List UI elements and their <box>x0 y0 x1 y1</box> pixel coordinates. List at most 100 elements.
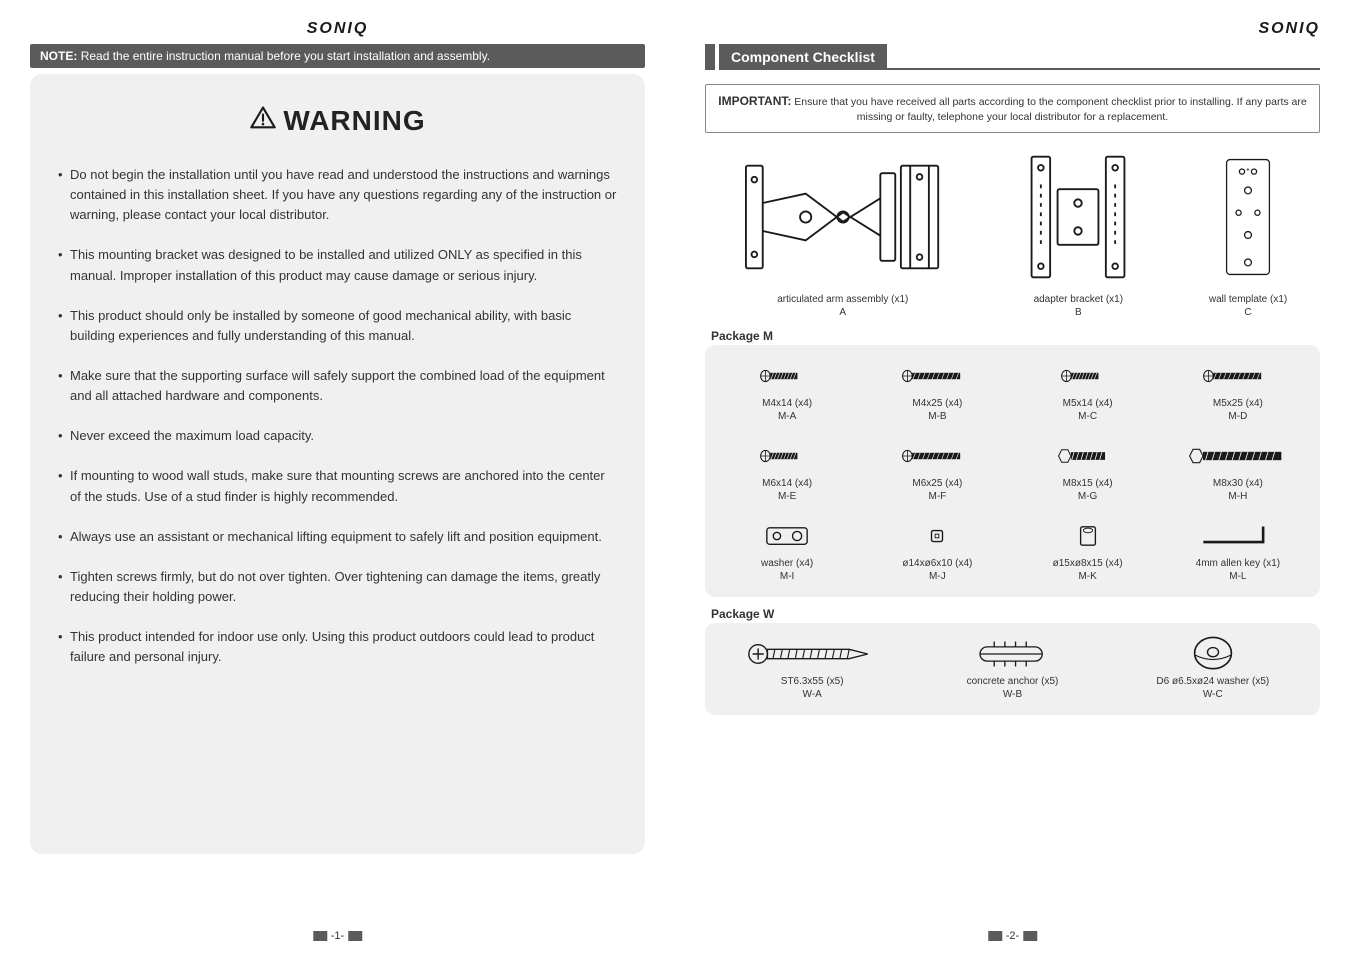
package-item: M8x30 (x4)M-H <box>1166 441 1310 503</box>
package-item-label: M6x25 (x4) <box>865 477 1009 490</box>
package-item-label: D6 ø6.5xø24 washer (x5) <box>1116 675 1310 688</box>
warning-panel: WARNING Do not begin the installation un… <box>30 74 645 854</box>
page-number-text: -2- <box>1006 930 1019 942</box>
important-box: IMPORTANT: Ensure that you have received… <box>705 84 1320 133</box>
screw-short-icon <box>715 361 859 391</box>
package-item: M8x15 (x4)M-G <box>1016 441 1160 503</box>
important-text: Ensure that you have received all parts … <box>794 96 1306 123</box>
package-item-label: ø15xø8x15 (x4) <box>1016 557 1160 570</box>
component-bracket: adapter bracket (x1) B <box>1013 147 1143 319</box>
warning-item: This product should only be installed by… <box>58 306 617 346</box>
package-item-label: ø14xø6x10 (x4) <box>865 557 1009 570</box>
package-item-code: M-A <box>715 410 859 423</box>
package-item-code: M-K <box>1016 570 1160 583</box>
package-item: M6x14 (x4)M-E <box>715 441 859 503</box>
component-label: adapter bracket (x1) <box>1013 293 1143 306</box>
note-text: Read the entire instruction manual befor… <box>81 49 490 63</box>
package-item-label: M5x25 (x4) <box>1166 397 1310 410</box>
warning-item: Never exceed the maximum load capacity. <box>58 426 617 446</box>
warning-item: This product intended for indoor use onl… <box>58 627 617 667</box>
package-item: 4mm allen key (x1)M-L <box>1166 521 1310 583</box>
adapter-bracket-icon <box>1013 147 1143 287</box>
spacer-large-icon <box>1016 521 1160 551</box>
wall-template-icon <box>1209 147 1287 287</box>
package-item-code: M-I <box>715 570 859 583</box>
screw-short-icon <box>715 441 859 471</box>
component-template: wall template (x1) C <box>1209 147 1287 319</box>
package-item-code: M-H <box>1166 490 1310 503</box>
package-item-code: M-F <box>865 490 1009 503</box>
package-item-label: M4x14 (x4) <box>715 397 859 410</box>
note-label: NOTE: <box>40 49 77 63</box>
section-title: Component Checklist <box>719 44 887 70</box>
brand-logo-right: SONIQ <box>705 20 1320 38</box>
package-item: M6x25 (x4)M-F <box>865 441 1009 503</box>
package-w-title: Package W <box>711 607 1320 621</box>
warning-item: Do not begin the installation until you … <box>58 165 617 225</box>
warning-list: Do not begin the installation until you … <box>58 165 617 667</box>
package-item-code: W-C <box>1116 688 1310 701</box>
arm-assembly-icon <box>738 147 948 287</box>
package-item-code: W-A <box>715 688 909 701</box>
page-number-1: -1- <box>313 930 362 942</box>
screw-med-icon <box>865 361 1009 391</box>
screw-hex-short-icon <box>1016 441 1160 471</box>
package-item: washer (x4)M-I <box>715 521 859 583</box>
package-item-label: M8x30 (x4) <box>1166 477 1310 490</box>
component-code: B <box>1013 306 1143 319</box>
note-bar: NOTE: Read the entire instruction manual… <box>30 44 645 68</box>
page-1: SONIQ NOTE: Read the entire instruction … <box>0 0 675 954</box>
package-item-label: washer (x4) <box>715 557 859 570</box>
warning-item: If mounting to wood wall studs, make sur… <box>58 466 617 506</box>
package-item: concrete anchor (x5)W-B <box>915 639 1109 701</box>
component-arm: articulated arm assembly (x1) A <box>738 147 948 319</box>
package-item-label: concrete anchor (x5) <box>915 675 1109 688</box>
warning-item: Tighten screws firmly, but do not over t… <box>58 567 617 607</box>
screw-short-icon <box>1016 361 1160 391</box>
package-item-code: M-J <box>865 570 1009 583</box>
round-washer-icon <box>1116 639 1310 669</box>
washer-rect-icon <box>715 521 859 551</box>
package-w-panel: ST6.3x55 (x5)W-Aconcrete anchor (x5)W-B D… <box>705 623 1320 715</box>
package-w-grid: ST6.3x55 (x5)W-Aconcrete anchor (x5)W-B D… <box>715 639 1310 701</box>
package-item: ST6.3x55 (x5)W-A <box>715 639 909 701</box>
component-code: A <box>738 306 948 319</box>
package-item: M4x14 (x4)M-A <box>715 361 859 423</box>
screw-med-icon <box>1166 361 1310 391</box>
warning-heading-text: WARNING <box>283 105 425 136</box>
section-bar: Component Checklist <box>705 44 1320 70</box>
package-item-code: M-G <box>1016 490 1160 503</box>
package-item-code: M-C <box>1016 410 1160 423</box>
package-item-label: M8x15 (x4) <box>1016 477 1160 490</box>
component-label: wall template (x1) <box>1209 293 1287 306</box>
warning-item: This mounting bracket was designed to be… <box>58 245 617 285</box>
package-item: M4x25 (x4)M-B <box>865 361 1009 423</box>
screw-med-icon <box>865 441 1009 471</box>
allen-key-icon <box>1166 521 1310 551</box>
page-number-2: -2- <box>988 930 1037 942</box>
component-code: C <box>1209 306 1287 319</box>
package-item: ø14xø6x10 (x4)M-J <box>865 521 1009 583</box>
package-m-grid: M4x14 (x4)M-AM4x25 (x4)M-BM5x14 (x4)M-CM… <box>715 361 1310 583</box>
main-components-row: articulated arm assembly (x1) A adapter … <box>705 147 1320 319</box>
screw-hex-long-icon <box>1166 441 1310 471</box>
spacer-small-icon <box>865 521 1009 551</box>
lag-bolt-icon <box>715 639 909 669</box>
package-item: ø15xø8x15 (x4)M-K <box>1016 521 1160 583</box>
package-item-label: 4mm allen key (x1) <box>1166 557 1310 570</box>
warning-triangle-icon <box>249 104 277 132</box>
warning-item: Always use an assistant or mechanical li… <box>58 527 617 547</box>
package-item-code: M-B <box>865 410 1009 423</box>
package-item-code: M-E <box>715 490 859 503</box>
package-item-code: M-L <box>1166 570 1310 583</box>
package-item-label: M4x25 (x4) <box>865 397 1009 410</box>
page-number-text: -1- <box>331 930 344 942</box>
warning-heading: WARNING <box>58 104 617 137</box>
package-m-panel: M4x14 (x4)M-AM4x25 (x4)M-BM5x14 (x4)M-CM… <box>705 345 1320 597</box>
package-item: M5x25 (x4)M-D <box>1166 361 1310 423</box>
package-item: M5x14 (x4)M-C <box>1016 361 1160 423</box>
anchor-icon <box>915 639 1109 669</box>
warning-item: Make sure that the supporting surface wi… <box>58 366 617 406</box>
package-m-title: Package M <box>711 329 1320 343</box>
component-label: articulated arm assembly (x1) <box>738 293 948 306</box>
